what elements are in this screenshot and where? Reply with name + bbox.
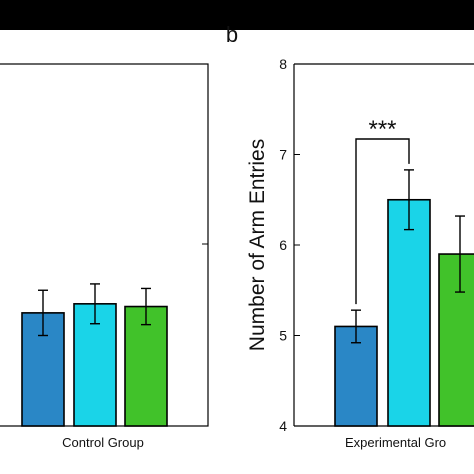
experimental-group-label: Experimental Gro	[345, 435, 446, 450]
control-chart: Control Group	[0, 63, 209, 450]
y-tick-label-8: 8	[279, 56, 287, 72]
experimental-chart: 4 5 6 7 8 *** Number of Arm Entries Experime…	[246, 56, 474, 450]
control-group-label: Control Group	[62, 435, 144, 450]
significance-stars: ***	[368, 116, 396, 143]
panel-label: b	[226, 22, 238, 47]
y-tick-label-6: 6	[279, 237, 287, 253]
control-bar-3	[124, 305, 168, 427]
y-axis-label: Number of Arm Entries	[246, 139, 269, 351]
top-banner	[0, 0, 474, 30]
y-tick-label-5: 5	[279, 328, 287, 344]
y-tick-label-4: 4	[279, 418, 287, 434]
significance-bracket	[355, 138, 410, 305]
y-tick-label-7: 7	[279, 147, 287, 163]
experimental-bar-3	[438, 253, 474, 427]
experimental-bar-2	[387, 198, 431, 427]
